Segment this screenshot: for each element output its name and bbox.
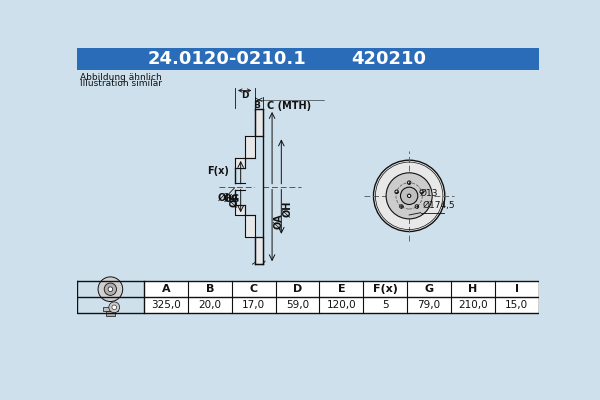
Bar <box>245 136 255 158</box>
Text: 79,0: 79,0 <box>418 300 440 310</box>
Text: ØA: ØA <box>274 214 284 229</box>
Text: I: I <box>515 284 518 294</box>
Text: D: D <box>293 284 302 294</box>
Circle shape <box>112 305 116 310</box>
Text: Illustration similar: Illustration similar <box>80 79 161 88</box>
Bar <box>255 109 263 136</box>
Bar <box>235 158 245 168</box>
Bar <box>77 48 539 70</box>
Bar <box>235 206 245 215</box>
Text: 17,0: 17,0 <box>242 300 265 310</box>
Bar <box>255 136 263 237</box>
Circle shape <box>415 205 419 208</box>
Circle shape <box>395 190 398 194</box>
Text: A: A <box>162 284 170 294</box>
Text: ØE: ØE <box>230 192 240 207</box>
Circle shape <box>400 187 418 204</box>
Circle shape <box>390 177 428 215</box>
Circle shape <box>400 205 403 208</box>
Text: B: B <box>206 284 214 294</box>
Text: F(x): F(x) <box>206 166 229 176</box>
Text: Ø13: Ø13 <box>419 189 438 198</box>
Circle shape <box>109 302 119 313</box>
Circle shape <box>98 277 122 302</box>
Circle shape <box>108 287 113 292</box>
Text: 5: 5 <box>382 300 388 310</box>
Bar <box>103 307 118 311</box>
Bar <box>144 281 539 313</box>
Text: C (MTH): C (MTH) <box>266 100 311 110</box>
Circle shape <box>407 194 411 198</box>
Text: D: D <box>241 91 248 100</box>
Circle shape <box>420 190 424 194</box>
Circle shape <box>386 173 432 219</box>
Text: 24.0120-0210.1: 24.0120-0210.1 <box>147 50 306 68</box>
Bar <box>255 237 263 264</box>
Text: 420210: 420210 <box>351 50 426 68</box>
Text: C: C <box>250 284 258 294</box>
Bar <box>245 215 255 237</box>
Circle shape <box>104 283 116 295</box>
Text: Ø174,5: Ø174,5 <box>422 201 455 210</box>
Text: ØG: ØG <box>224 194 240 204</box>
Text: 15,0: 15,0 <box>505 300 528 310</box>
Text: B: B <box>253 100 260 110</box>
Text: H: H <box>468 284 478 294</box>
Bar <box>106 311 115 316</box>
Text: E: E <box>338 284 345 294</box>
Text: G: G <box>424 284 434 294</box>
Text: Abbildung ähnlich: Abbildung ähnlich <box>80 73 161 82</box>
Text: 325,0: 325,0 <box>151 300 181 310</box>
Text: 210,0: 210,0 <box>458 300 488 310</box>
Circle shape <box>407 181 411 184</box>
Text: ØH: ØH <box>283 201 293 217</box>
Text: 20,0: 20,0 <box>199 300 221 310</box>
Circle shape <box>373 160 445 232</box>
Text: 120,0: 120,0 <box>326 300 356 310</box>
Text: F(x): F(x) <box>373 284 398 294</box>
Text: ØI: ØI <box>218 192 229 202</box>
Text: 59,0: 59,0 <box>286 300 309 310</box>
